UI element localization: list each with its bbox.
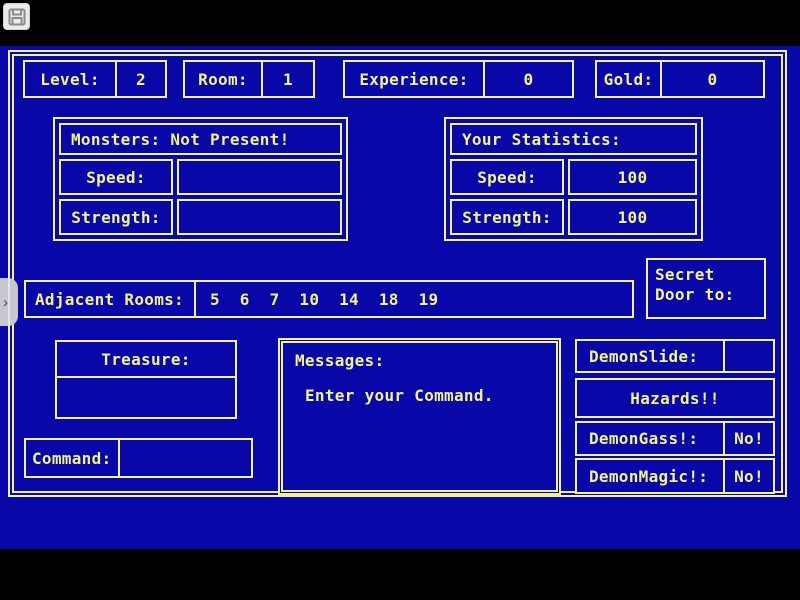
demonslide-label: DemonSlide:: [577, 341, 725, 371]
monster-speed-value: [177, 159, 342, 195]
demonmagic-label: DemonMagic!:: [577, 460, 725, 492]
player-strength-value: 100: [568, 199, 697, 235]
experience-label: Experience:: [345, 62, 485, 96]
monster-strength-label: Strength:: [59, 199, 173, 235]
monsters-speed-row: Speed:: [59, 159, 342, 195]
hazards-header: Hazards!!: [575, 378, 775, 418]
tab-stripe: [8, 278, 10, 326]
player-speed-row: Speed: 100: [450, 159, 697, 195]
monster-speed-label: Speed:: [59, 159, 173, 195]
sidebar-expand-tab[interactable]: ›: [0, 278, 18, 326]
treasure-box: Treasure:: [55, 340, 237, 419]
experience-box: Experience: 0: [343, 60, 574, 98]
player-strength-label: Strength:: [450, 199, 564, 235]
monster-strength-value: [177, 199, 342, 235]
demonmagic-row: DemonMagic!: No!: [575, 458, 775, 494]
messages-box: Messages: Enter your Command.: [278, 338, 561, 495]
level-value: 2: [136, 69, 146, 89]
command-input[interactable]: [120, 440, 251, 476]
player-strength-row: Strength: 100: [450, 199, 697, 235]
adjacent-rooms-label: Adjacent Rooms:: [26, 282, 196, 316]
monsters-header: Monsters: Not Present!: [59, 123, 342, 155]
demonmagic-value: No!: [734, 466, 764, 486]
messages-inner: Messages: Enter your Command.: [281, 341, 558, 492]
monsters-strength-row: Strength:: [59, 199, 342, 235]
demongass-row: DemonGass!: No!: [575, 421, 775, 456]
message-text: Enter your Command.: [305, 386, 494, 405]
demonslide-row: DemonSlide:: [575, 339, 775, 373]
command-box: Command:: [24, 438, 253, 478]
gold-value: 0: [707, 69, 718, 89]
demongass-value: No!: [734, 429, 764, 448]
room-box: Room: 1: [183, 60, 315, 98]
game-window: Level: 2 Room: 1 Experience: 0 Gold: 0 M…: [0, 46, 800, 549]
demonslide-value: [725, 341, 773, 371]
gold-box: Gold: 0: [595, 60, 765, 98]
level-label: Level:: [25, 62, 117, 96]
save-icon: [8, 8, 25, 25]
demongass-label: DemonGass!:: [577, 423, 725, 454]
secret-door-box: Secret Door to:: [646, 258, 766, 319]
player-speed-label: Speed:: [450, 159, 564, 195]
monsters-panel: Monsters: Not Present! Speed: Strength:: [53, 117, 348, 241]
adjacent-rooms-box: Adjacent Rooms: 5 6 7 10 14 18 19: [24, 280, 634, 318]
gold-label: Gold:: [597, 62, 662, 96]
save-button[interactable]: [3, 3, 30, 30]
statistics-panel: Your Statistics: Speed: 100 Strength: 10…: [444, 117, 703, 241]
adjacent-rooms-values: 5 6 7 10 14 18 19: [210, 289, 439, 309]
treasure-contents: [57, 378, 235, 415]
messages-header: Messages:: [295, 351, 385, 370]
secret-door-label: Secret Door to:: [655, 265, 735, 304]
treasure-header: Treasure:: [57, 342, 235, 378]
experience-value: 0: [523, 69, 534, 89]
chevron-right-icon: ›: [3, 293, 8, 311]
room-label: Room:: [185, 62, 263, 96]
room-value: 1: [283, 69, 293, 89]
statistics-header: Your Statistics:: [450, 123, 697, 155]
player-speed-value: 100: [568, 159, 697, 195]
command-label: Command:: [26, 440, 120, 476]
level-box: Level: 2: [23, 60, 167, 98]
